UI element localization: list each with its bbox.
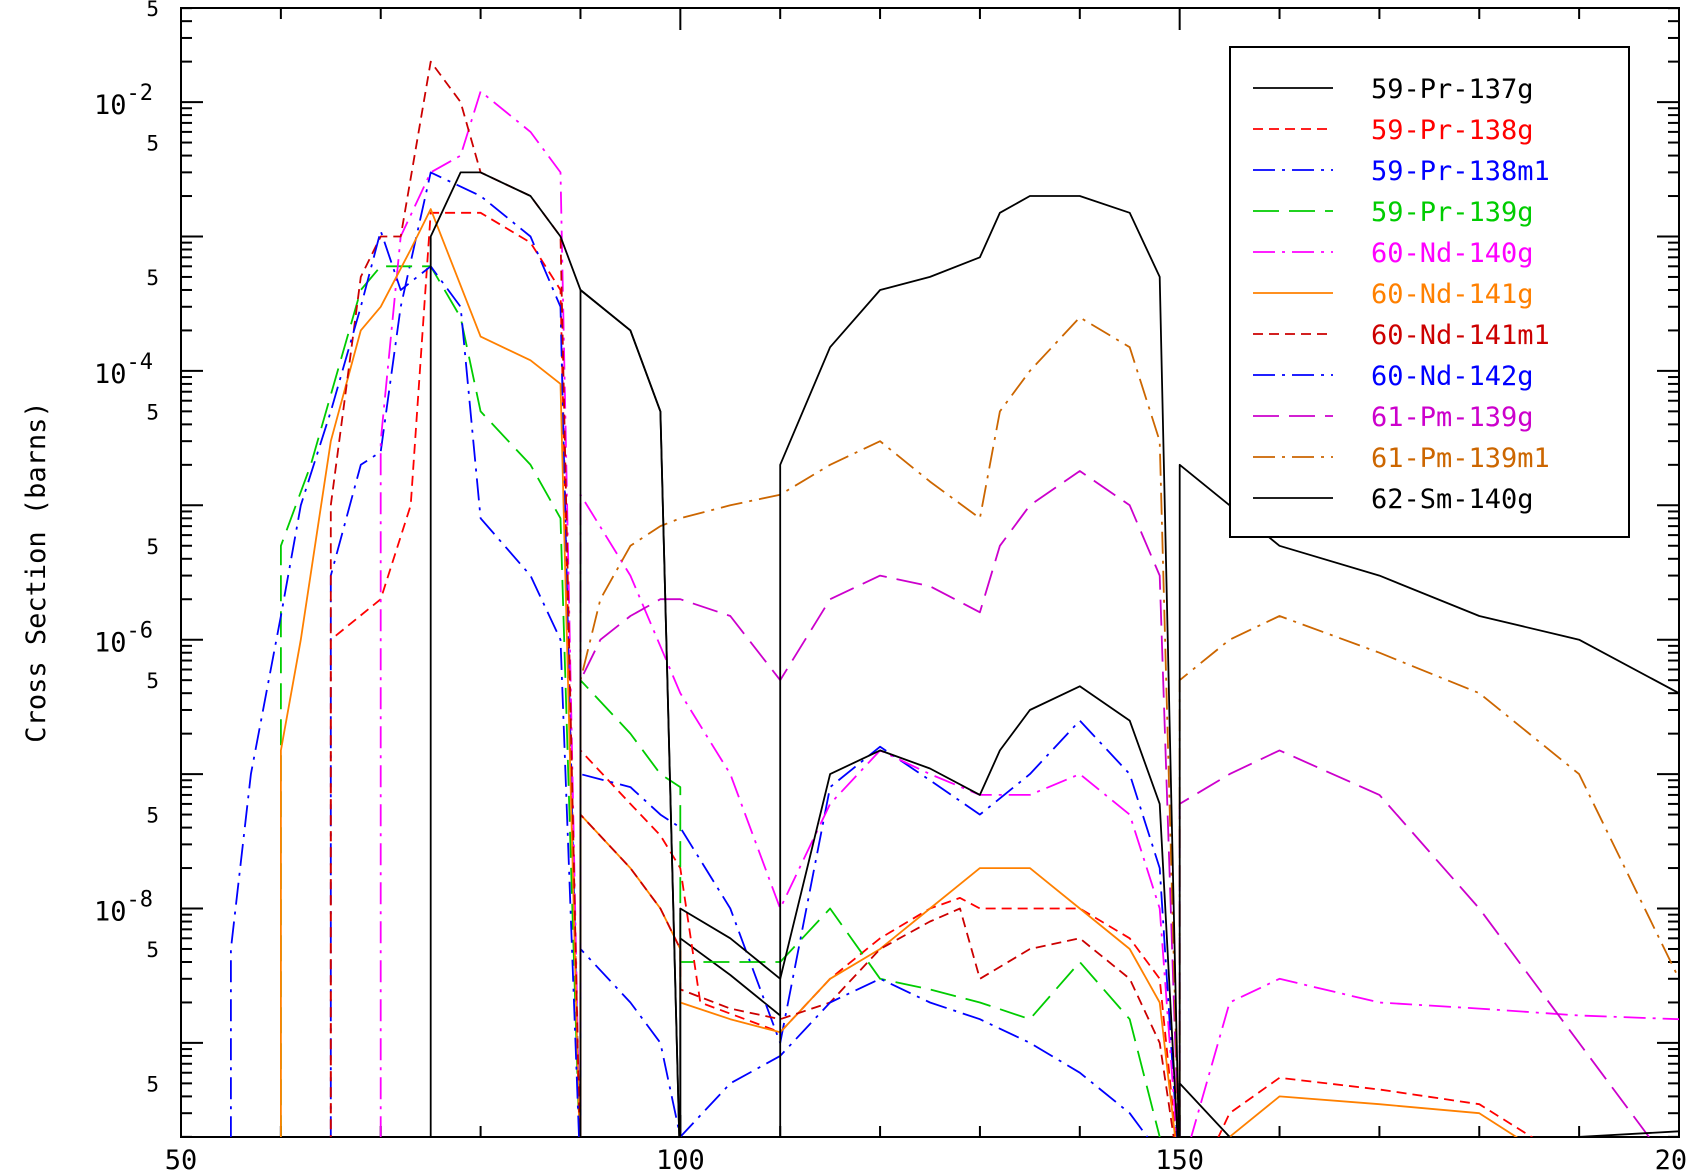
series-line [579,316,1679,1137]
series-line [379,90,1679,1137]
series-line [280,208,1519,1137]
x-tick-label: 50 [165,1145,198,1174]
y-minor-label: 5 [146,804,159,828]
y-minor-label: 5 [146,1072,159,1096]
legend-box [1229,46,1630,538]
legend-label: 62-Sm-140g [1371,484,1534,515]
legend-label: 60-Nd-141m1 [1371,320,1550,351]
legend-label: 60-Nd-142g [1371,361,1534,392]
y-minor-label: 5 [146,0,159,21]
plot-frame [180,7,1680,1138]
axis-ticks: 50 100 150 200 5 5 5 5 5 5 5 5 5 10-2 10-4 10-6 10-8 [94,0,1686,1174]
legend-label: 60-Nd-141g [1371,279,1534,310]
x-tick-label: 100 [656,1145,705,1174]
legend-label: 61-Pm-139g [1371,402,1534,433]
y-tick-label: 10-6 [94,619,153,659]
series-line [329,60,1175,1137]
legend-label: 59-Pr-137g [1371,74,1534,105]
y-minor-label: 5 [146,266,159,290]
series-line [230,230,1149,1137]
y-minor-label: 5 [146,535,159,559]
y-tick-label: 10-4 [94,350,153,390]
x-tick-label: 150 [1155,1145,1204,1174]
y-minor-label: 5 [146,938,159,962]
x-tick-label: 200 [1655,1145,1686,1174]
legend-label: 59-Pr-138m1 [1371,156,1550,187]
legend-label: 59-Pr-139g [1371,197,1534,228]
y-axis-label: Cross Section (barns) [21,401,52,742]
series-line [329,171,1178,1137]
series-line [579,289,1679,1137]
legend-label: 59-Pr-138g [1371,115,1534,146]
legend-label: 60-Nd-140g [1371,238,1534,269]
series-line [329,211,1534,1137]
series-line [579,470,1651,1137]
series-line [280,265,1161,1137]
series-lines [230,60,1679,1137]
y-minor-label: 5 [146,669,159,693]
legend-label: 61-Pm-139m1 [1371,443,1550,474]
y-minor-label: 5 [146,132,159,156]
legend: 59-Pr-137g 59-Pr-138g 59-Pr-138m1 59-Pr-139… [1229,46,1630,538]
series-line [679,937,781,1137]
y-minor-label: 5 [146,400,159,424]
y-tick-label: 10-2 [94,81,153,121]
y-tick-label: 10-8 [94,888,153,928]
